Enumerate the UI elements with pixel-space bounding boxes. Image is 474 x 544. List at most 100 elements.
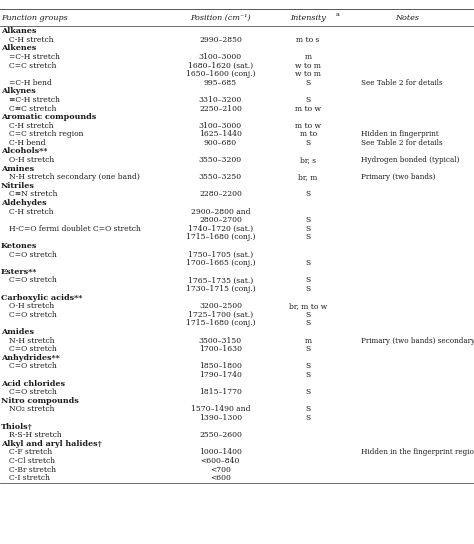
Text: Function groups: Function groups bbox=[1, 14, 68, 22]
Text: 1725–1700 (sat.): 1725–1700 (sat.) bbox=[188, 311, 253, 319]
Text: 3100–3000: 3100–3000 bbox=[199, 122, 242, 129]
Text: Alcohols**: Alcohols** bbox=[1, 147, 47, 156]
Text: C-H stretch: C-H stretch bbox=[9, 122, 54, 129]
Text: C-H stretch: C-H stretch bbox=[9, 208, 54, 215]
Text: 1700–1665 (conj.): 1700–1665 (conj.) bbox=[186, 259, 255, 267]
Text: Hydrogen bonded (typical): Hydrogen bonded (typical) bbox=[361, 156, 460, 164]
Text: 1730–1715 (conj.): 1730–1715 (conj.) bbox=[186, 285, 255, 293]
Text: 1570–1490 and: 1570–1490 and bbox=[191, 405, 250, 413]
Text: a: a bbox=[336, 13, 339, 17]
Text: See Table 2 for details: See Table 2 for details bbox=[361, 79, 443, 86]
Text: C=C stretch region: C=C stretch region bbox=[9, 131, 84, 138]
Text: w to m: w to m bbox=[295, 61, 321, 70]
Text: 2990–2850: 2990–2850 bbox=[199, 36, 242, 44]
Text: Position (cm⁻¹): Position (cm⁻¹) bbox=[190, 14, 251, 22]
Text: Amides: Amides bbox=[1, 328, 34, 336]
Text: 1790–1740: 1790–1740 bbox=[199, 371, 242, 379]
Text: S: S bbox=[305, 345, 311, 353]
Text: S: S bbox=[305, 259, 311, 267]
Text: m to w: m to w bbox=[295, 104, 321, 113]
Text: Carboxylic acids**: Carboxylic acids** bbox=[1, 294, 82, 301]
Text: 2900–2800 and: 2900–2800 and bbox=[191, 208, 250, 215]
Text: 1740–1720 (sat.): 1740–1720 (sat.) bbox=[188, 225, 253, 233]
Text: 3100–3000: 3100–3000 bbox=[199, 53, 242, 61]
Text: Acid chlorides: Acid chlorides bbox=[1, 380, 65, 387]
Text: 3550–3200: 3550–3200 bbox=[199, 156, 242, 164]
Text: Thiols†: Thiols† bbox=[1, 423, 33, 430]
Text: C≡N stretch: C≡N stretch bbox=[9, 190, 58, 199]
Text: 900–680: 900–680 bbox=[204, 139, 237, 147]
Text: O-H stretch: O-H stretch bbox=[9, 156, 55, 164]
Text: 995–685: 995–685 bbox=[204, 79, 237, 86]
Text: C=O stretch: C=O stretch bbox=[9, 276, 57, 285]
Text: C=O stretch: C=O stretch bbox=[9, 345, 57, 353]
Text: S: S bbox=[305, 79, 311, 86]
Text: <600: <600 bbox=[210, 474, 231, 482]
Text: C=C stretch: C=C stretch bbox=[9, 61, 57, 70]
Text: C-Cl stretch: C-Cl stretch bbox=[9, 457, 55, 465]
Text: See Table 2 for details: See Table 2 for details bbox=[361, 139, 443, 147]
Text: 1765–1735 (sat.): 1765–1735 (sat.) bbox=[188, 276, 253, 285]
Text: N-H stretch: N-H stretch bbox=[9, 337, 55, 344]
Text: S: S bbox=[305, 371, 311, 379]
Text: 1750–1705 (sat.): 1750–1705 (sat.) bbox=[188, 251, 253, 258]
Text: Primary (two bands) secondary (one band): Primary (two bands) secondary (one band) bbox=[361, 337, 474, 344]
Text: 1625–1440: 1625–1440 bbox=[199, 131, 242, 138]
Text: 1000–1400: 1000–1400 bbox=[199, 448, 242, 456]
Text: Intensity: Intensity bbox=[290, 14, 326, 22]
Text: S: S bbox=[305, 362, 311, 370]
Text: C≡C stretch: C≡C stretch bbox=[9, 104, 57, 113]
Text: C=O stretch: C=O stretch bbox=[9, 251, 57, 258]
Text: 1715–1680 (conj.): 1715–1680 (conj.) bbox=[186, 319, 255, 327]
Text: <700: <700 bbox=[210, 466, 231, 473]
Text: S: S bbox=[305, 311, 311, 319]
Text: 3310–3200: 3310–3200 bbox=[199, 96, 242, 104]
Text: NO₂ stretch: NO₂ stretch bbox=[9, 405, 55, 413]
Text: O-H stretch: O-H stretch bbox=[9, 302, 55, 310]
Text: 1680–1620 (sat.): 1680–1620 (sat.) bbox=[188, 61, 253, 70]
Text: Alkenes: Alkenes bbox=[1, 45, 36, 52]
Text: =C-H bend: =C-H bend bbox=[9, 79, 52, 86]
Text: S: S bbox=[305, 96, 311, 104]
Text: br, m: br, m bbox=[299, 174, 318, 181]
Text: S: S bbox=[305, 319, 311, 327]
Text: 3200–2500: 3200–2500 bbox=[199, 302, 242, 310]
Text: 1390–1300: 1390–1300 bbox=[199, 414, 242, 422]
Text: m to s: m to s bbox=[296, 36, 320, 44]
Text: C-Br stretch: C-Br stretch bbox=[9, 466, 56, 473]
Text: Nitriles: Nitriles bbox=[1, 182, 35, 190]
Text: m to: m to bbox=[300, 131, 317, 138]
Text: Amines: Amines bbox=[1, 165, 34, 172]
Text: =C-H stretch: =C-H stretch bbox=[9, 53, 61, 61]
Text: Anhydrides**: Anhydrides** bbox=[1, 354, 60, 362]
Text: Hidden in the fingerprint region: Hidden in the fingerprint region bbox=[361, 448, 474, 456]
Text: 2280–2200: 2280–2200 bbox=[199, 190, 242, 199]
Text: 1850–1800: 1850–1800 bbox=[199, 362, 242, 370]
Text: Alkynes: Alkynes bbox=[1, 88, 36, 95]
Text: Alkyl and aryl halides†: Alkyl and aryl halides† bbox=[1, 440, 102, 448]
Text: 2250–2100: 2250–2100 bbox=[199, 104, 242, 113]
Text: Aldehydes: Aldehydes bbox=[1, 199, 46, 207]
Text: S: S bbox=[305, 276, 311, 285]
Text: C-I stretch: C-I stretch bbox=[9, 474, 50, 482]
Text: Aromatic compounds: Aromatic compounds bbox=[1, 113, 96, 121]
Text: C=O stretch: C=O stretch bbox=[9, 388, 57, 396]
Text: Notes: Notes bbox=[396, 14, 419, 22]
Text: C-F stretch: C-F stretch bbox=[9, 448, 53, 456]
Text: Hidden in fingerprint: Hidden in fingerprint bbox=[361, 131, 439, 138]
Text: C=O stretch: C=O stretch bbox=[9, 362, 57, 370]
Text: S: S bbox=[305, 139, 311, 147]
Text: br, s: br, s bbox=[300, 156, 316, 164]
Text: Ketones: Ketones bbox=[1, 242, 37, 250]
Text: S: S bbox=[305, 233, 311, 242]
Text: br, m to w: br, m to w bbox=[289, 302, 327, 310]
Text: S: S bbox=[305, 285, 311, 293]
Text: C-H bend: C-H bend bbox=[9, 139, 46, 147]
Text: S: S bbox=[305, 405, 311, 413]
Text: H-C=O fermi doublet C=O stretch: H-C=O fermi doublet C=O stretch bbox=[9, 225, 141, 233]
Text: 2550–2600: 2550–2600 bbox=[199, 431, 242, 439]
Text: S: S bbox=[305, 388, 311, 396]
Text: C=O stretch: C=O stretch bbox=[9, 311, 57, 319]
Text: N-H stretch secondary (one band): N-H stretch secondary (one band) bbox=[9, 174, 140, 181]
Text: S: S bbox=[305, 217, 311, 224]
